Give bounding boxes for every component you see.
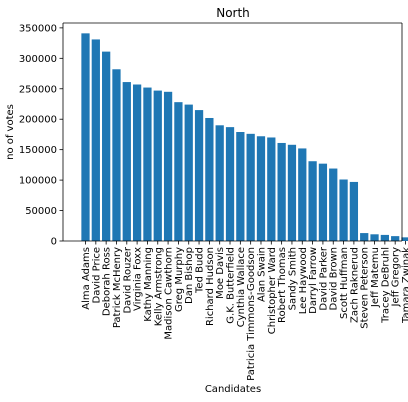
bar xyxy=(205,117,214,241)
bars-layer xyxy=(81,33,408,242)
y-tick-label: 250000 xyxy=(19,84,57,95)
x-tick-label: Dan Bishop xyxy=(184,247,195,304)
x-tick-label: Kelly Armstrong xyxy=(153,247,164,326)
chart-title: North xyxy=(216,6,250,20)
bar xyxy=(225,127,235,241)
x-tick-label: G.K. Butterfield xyxy=(226,247,237,324)
bar xyxy=(81,33,90,241)
y-tick-label: 50000 xyxy=(25,206,57,217)
bar xyxy=(298,148,307,241)
bar xyxy=(194,110,204,241)
x-tick-label: Patrick McHenry xyxy=(112,247,123,328)
x-tick-label: Steven Peterson xyxy=(360,247,371,329)
y-tick-label: 150000 xyxy=(19,145,57,156)
x-tick-label: Cynthia Wallace xyxy=(236,247,247,327)
bar xyxy=(91,39,100,241)
bar xyxy=(174,102,183,241)
x-tick-label: Patricia Timmons-Goodson xyxy=(246,247,257,381)
bar xyxy=(349,181,359,241)
x-tick-label: Kathy Manning xyxy=(143,247,154,322)
bar xyxy=(163,91,173,241)
x-tick-label: Scott Huffman xyxy=(339,247,350,319)
x-tick-label: Zach Raknerud xyxy=(349,247,360,323)
x-ticks-layer: Alma Adams David Price Deborah Ross Patrick… xyxy=(81,241,408,381)
x-tick-label: Alan Swain xyxy=(256,247,267,302)
y-tick-label: 350000 xyxy=(19,23,57,34)
axes-layer xyxy=(62,22,403,242)
x-tick-label: Darryl Farrow xyxy=(308,247,319,314)
x-tick-label: Richard Hudson xyxy=(205,247,216,326)
bar xyxy=(143,87,152,241)
x-tick-label: Moe Davis xyxy=(215,247,226,299)
bar xyxy=(236,132,245,241)
bar xyxy=(308,161,317,241)
bar xyxy=(122,82,131,241)
x-tick-label: Deborah Ross xyxy=(102,247,113,316)
x-tick-label: Sandy Smith xyxy=(287,247,298,310)
x-tick-label: David Brown xyxy=(329,247,340,310)
bar xyxy=(153,90,162,241)
x-tick-label: Greg Murphy xyxy=(174,247,185,312)
x-tick-label: Madison Cawthorn xyxy=(164,247,175,340)
x-axis-label: Candidates xyxy=(205,384,261,395)
bar xyxy=(360,233,369,241)
bar xyxy=(215,125,224,241)
bar xyxy=(102,51,111,242)
x-tick-label: Christopher Ward xyxy=(267,247,278,334)
bar xyxy=(184,104,193,241)
bar xyxy=(112,69,121,241)
x-tick-label: David Parker xyxy=(318,246,329,310)
x-tick-label: Robert Thomas xyxy=(277,247,288,323)
y-tick-label: 100000 xyxy=(19,176,57,187)
bar xyxy=(380,234,389,241)
x-tick-label: David Price xyxy=(91,247,102,303)
bar xyxy=(370,234,379,241)
x-tick-label: Tracey DeBruhl xyxy=(380,247,391,324)
bar xyxy=(339,179,348,241)
y-ticks-layer: 0 50000 100000 150000 200000 250000 300000 3500… xyxy=(19,23,63,248)
x-tick-label: Jeff Gregory xyxy=(391,247,402,308)
bar xyxy=(256,136,266,241)
bar xyxy=(277,142,286,241)
bar xyxy=(318,163,328,241)
y-axis-label: no of votes xyxy=(5,104,16,160)
x-tick-label: Jeff Matemu xyxy=(370,247,381,308)
bar xyxy=(329,168,338,241)
y-tick-label: 300000 xyxy=(19,54,57,65)
bar xyxy=(267,137,276,241)
y-tick-label: 0 xyxy=(51,237,57,248)
bar xyxy=(287,144,297,241)
x-tick-label: Tamara Zwinak xyxy=(401,247,408,324)
x-tick-label: Virginia Foxx xyxy=(133,247,144,311)
x-tick-label: Ted Budd xyxy=(195,247,206,294)
bar xyxy=(401,237,408,241)
bar xyxy=(391,236,400,241)
x-tick-label: Lee Haywood xyxy=(298,247,309,314)
y-tick-label: 200000 xyxy=(19,115,57,126)
bar xyxy=(132,84,142,241)
x-tick-label: David Rouzer xyxy=(122,246,133,313)
bar xyxy=(246,133,255,241)
x-tick-label: Alma Adams xyxy=(81,247,92,310)
